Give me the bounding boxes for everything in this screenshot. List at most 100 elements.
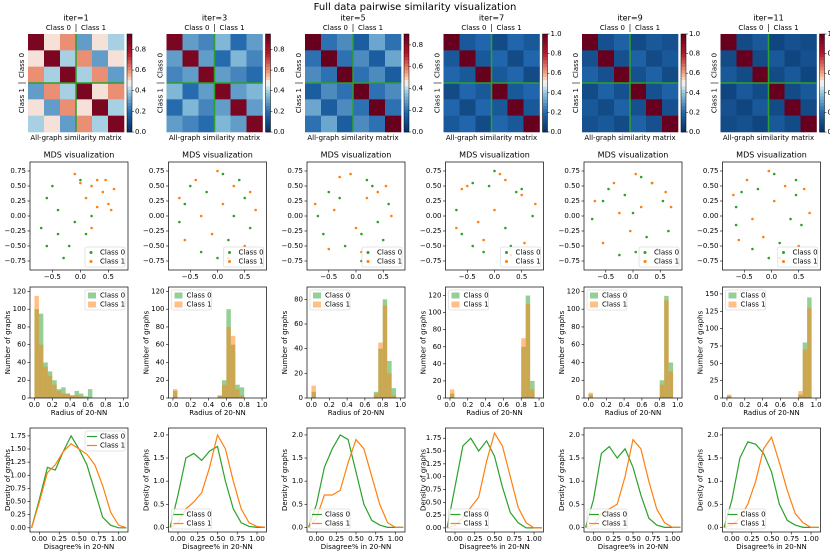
colorbar-step (404, 56, 409, 61)
colorbar-step (542, 69, 548, 74)
scatter-point (800, 223, 803, 227)
y-tick-label: 100 (567, 305, 580, 313)
colorbar-step (265, 53, 271, 58)
y-tick-label: 1.5 (292, 454, 303, 462)
histogram-bar (74, 390, 79, 398)
heatmap-cell (491, 50, 508, 67)
colorbar-step (127, 102, 132, 107)
colorbar-step (265, 92, 271, 97)
colorbar-step (265, 105, 271, 110)
scatter-point (514, 190, 518, 194)
x-tick-label: 0.0 (444, 401, 455, 409)
heatmap-cell (768, 115, 785, 133)
y-tick-label: 1.50 (10, 445, 26, 453)
colorbar-step (542, 122, 548, 126)
colorbar-step (681, 60, 686, 64)
colorbar-step (542, 60, 548, 64)
x-tick-label: 0.50 (210, 535, 226, 543)
heatmap-cell (76, 115, 93, 133)
heatmap-cell (246, 34, 263, 51)
y-axis-label: Number of graphs (420, 310, 428, 374)
colorbar-step (265, 73, 271, 77)
x-tick-label: 1.00 (111, 535, 127, 543)
y-tick-label: −0.50 (5, 242, 26, 250)
histogram-bar (659, 384, 665, 398)
x-tick-label: 0.8 (793, 401, 804, 409)
y-tick-label: −0.50 (420, 242, 441, 250)
x-axis-label: Radius of 20-NN (51, 409, 108, 417)
y-axis-label: Density of graphs (420, 449, 428, 511)
colorbar-step (542, 112, 548, 116)
scatter-point (199, 250, 203, 254)
colorbar-step (265, 37, 271, 41)
x-tick-label: −0.5 (182, 273, 199, 281)
heatmap-cell (76, 99, 93, 116)
legend-label: Class 0 (741, 511, 766, 519)
heatmap-cell (523, 50, 540, 67)
y-tick-label: 0.5 (292, 500, 303, 508)
heatmap-cell (646, 34, 663, 51)
legend-patch (590, 301, 598, 308)
heatmap-cell (28, 66, 45, 84)
heatmap-cell (369, 99, 386, 116)
colorbar-tick-label: 0.8 (828, 50, 830, 58)
scatter-point (381, 238, 385, 242)
colorbar-step (681, 83, 686, 87)
colorbar-tick-label: 0.8 (551, 50, 562, 58)
colorbar-step (265, 112, 271, 116)
heatmap-cell (736, 115, 753, 133)
y-tick-label: 0.50 (426, 498, 442, 506)
heatmap-cell (491, 115, 508, 133)
scatter-point (199, 214, 203, 218)
heatmap-cell (736, 99, 753, 116)
y-tick-label: 0.00 (703, 212, 719, 220)
y-group-label: Class 1 (434, 88, 442, 113)
y-axis-label: Density of graphs (4, 449, 12, 511)
y-tick-label: −0.75 (282, 257, 303, 265)
colorbar-tick-label: 1.0 (689, 30, 700, 38)
colorbar-step (542, 86, 548, 90)
colorbar-step (681, 109, 686, 113)
scatter-point (205, 190, 208, 194)
x-tick-label: 1.0 (256, 401, 267, 409)
colorbar-step (127, 115, 132, 120)
scatter-point (390, 214, 393, 218)
scatter-point (248, 190, 252, 194)
scatter-point (327, 190, 331, 194)
heatmap-cell (614, 115, 631, 133)
colorbar-step (265, 115, 271, 120)
panel-title: iter=3 (202, 14, 227, 23)
y-axis-label: Number of graphs (558, 310, 566, 374)
x-tick-label: 0.6 (82, 401, 94, 409)
colorbar-step (542, 53, 548, 58)
colorbar-tick-label: 0.6 (689, 69, 701, 77)
scatter-point (56, 232, 60, 236)
heatmap-cell (60, 115, 77, 133)
scatter-point (354, 226, 358, 230)
scatter-point (45, 244, 49, 248)
y-tick-label: 60 (433, 343, 442, 351)
x-tick-label: 0.6 (636, 401, 648, 409)
legend-box (777, 246, 818, 268)
colorbar-step (681, 69, 686, 74)
scatter-point (316, 214, 320, 218)
x-tick-label: 0.2 (47, 401, 58, 409)
y-tick-label: 0.75 (287, 167, 303, 175)
y-tick-label: 2.0 (153, 431, 164, 439)
colorbar-step (542, 47, 548, 51)
scatter-point (631, 211, 635, 215)
y-tick-label: 1.0 (569, 477, 580, 485)
histogram-bar (668, 371, 674, 398)
colorbar-step (819, 105, 825, 110)
histogram-bar (382, 305, 388, 398)
heatmap-cell (459, 66, 476, 84)
heatmap-cell (76, 66, 93, 84)
heatmap-cell (459, 83, 476, 100)
y-tick-label: 0 (299, 394, 303, 402)
heatmap-cell (784, 115, 801, 133)
scatter-point (639, 205, 643, 209)
colorbar-step (542, 40, 548, 45)
y-axis-label: Density of graphs (281, 449, 289, 511)
colorbar-frame (265, 33, 271, 133)
scatter-point (67, 244, 71, 248)
